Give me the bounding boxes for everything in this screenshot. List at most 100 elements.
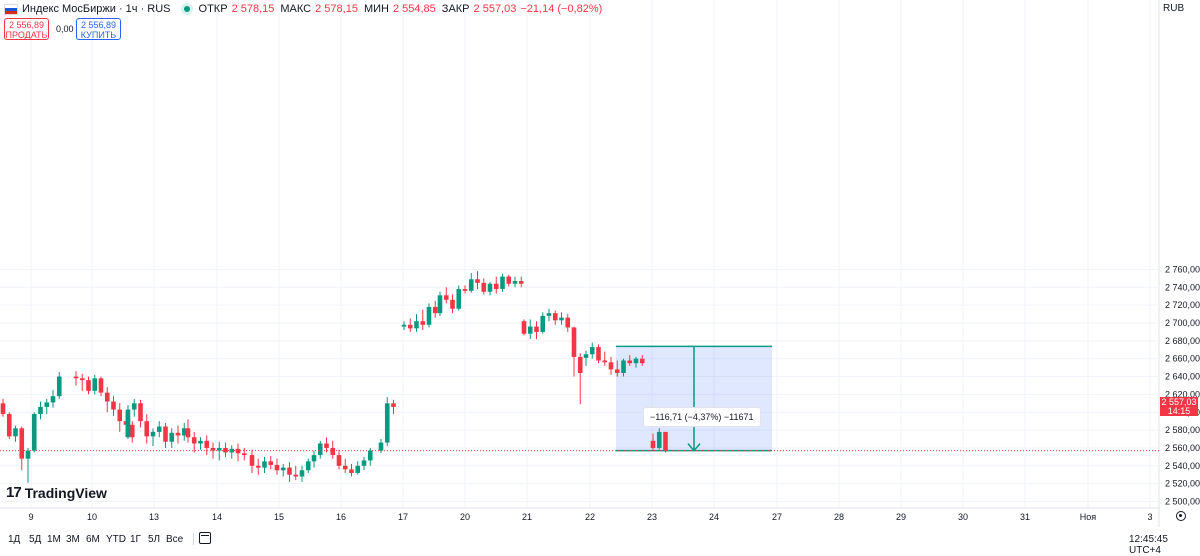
candle-body [426, 306, 432, 325]
calendar-icon[interactable] [199, 532, 211, 544]
candle-body [639, 358, 645, 364]
candle-body [6, 414, 12, 437]
candle-body [131, 403, 137, 410]
candle-body [534, 326, 539, 332]
candle-body [311, 455, 317, 462]
candle-body [540, 315, 546, 332]
close-value: 2 557,03 [473, 3, 517, 15]
settings-icon[interactable] [1176, 511, 1186, 521]
time-tick-label: 16 [336, 512, 346, 522]
candle-body [50, 396, 56, 403]
tf-1y[interactable]: 1Г [130, 534, 141, 545]
candle-body [487, 283, 493, 292]
tf-1d[interactable]: 1Д [8, 534, 21, 545]
candle-body [481, 282, 487, 292]
candle-body [13, 428, 18, 437]
tradingview-icon: 17 [6, 484, 22, 501]
candle-body [468, 279, 474, 291]
price-tick-label: 2 660,00 [1165, 354, 1200, 364]
last-price-tag: 2 557,03 14:15 [1160, 397, 1198, 416]
price-tick-label: 2 640,00 [1165, 372, 1200, 382]
market-status-icon[interactable] [180, 3, 193, 15]
time-tick-label: 9 [28, 512, 33, 522]
price-tick-label: 2 520,00 [1165, 479, 1200, 489]
candle-body [443, 295, 449, 300]
candle-body [663, 431, 668, 451]
candle-body [210, 447, 216, 451]
candle-body [583, 354, 589, 358]
symbol-title[interactable]: Индекс МосБиржи · 1ч · RUS [22, 3, 171, 15]
candle-body [367, 450, 373, 461]
candle-body [280, 467, 286, 471]
clock[interactable]: 12:45:45 UTC+4 [1129, 534, 1168, 556]
candle-body [150, 431, 156, 437]
tf-all[interactable]: Все [166, 534, 184, 545]
candle-body [552, 313, 558, 321]
candle-body [621, 360, 626, 373]
high-label: МАКС [280, 3, 312, 15]
price-tick-label: 2 620,00 [1165, 389, 1200, 399]
price-tick-label: 2 680,00 [1165, 336, 1200, 346]
candle-body [129, 424, 135, 438]
candle-body [56, 376, 62, 397]
tf-3m[interactable]: 3М [66, 534, 80, 545]
candle-body [262, 461, 267, 468]
candle-body [336, 455, 342, 466]
time-tick-label: 28 [834, 512, 844, 522]
candle-body [420, 321, 426, 325]
time-tick-label: 24 [709, 512, 719, 522]
high-value: 2 578,15 [315, 3, 358, 15]
candle-body [378, 442, 384, 451]
toolbar-divider [193, 533, 194, 545]
candle-body [185, 428, 191, 438]
candle-body [117, 409, 123, 422]
tf-ytd[interactable]: YTD [106, 534, 126, 545]
candle-body [500, 276, 505, 290]
candle-body [144, 421, 150, 437]
candle-body [169, 432, 175, 442]
tf-1m[interactable]: 1М [47, 534, 61, 545]
candle-body [25, 450, 31, 459]
candle-body [181, 428, 187, 436]
russia-flag-icon [4, 3, 18, 15]
tradingview-logo[interactable]: 17 TradingView [6, 484, 107, 501]
tf-5d[interactable]: 5Д [29, 534, 42, 545]
candle-body [138, 403, 143, 422]
candle-body [407, 324, 413, 329]
open-label: ОТКР [198, 3, 228, 15]
tf-5y[interactable]: 5Л [148, 534, 161, 545]
candle-body [577, 356, 583, 373]
currency-selector[interactable]: RUB [1163, 3, 1185, 14]
candle-body [92, 378, 98, 391]
candle-body [287, 467, 292, 475]
candle-body [633, 358, 639, 364]
last-price-value: 2 557,03 [1161, 397, 1197, 407]
low-label: МИН [363, 3, 389, 15]
candle-body [255, 465, 261, 468]
time-tick-label: 17 [398, 512, 408, 522]
candle-body [44, 402, 50, 407]
sell-button[interactable]: 2 556,89 ПРОДАТЬ [4, 18, 49, 40]
candle-body [330, 447, 336, 456]
candle-body [98, 378, 104, 393]
candle-body [349, 469, 354, 473]
bottom-toolbar: 1Д 5Д 1М 3М 6М YTD 1Г 5Л Все 12:45:45 UT… [0, 527, 1200, 556]
candle-body [111, 401, 116, 410]
buy-button[interactable]: 2 556,89 КУПИТЬ [76, 18, 121, 40]
legend-header: Индекс МосБиржи · 1ч · RUS ОТКР 2 578,15 … [4, 2, 602, 16]
candle-body [518, 281, 524, 284]
time-tick-label: 20 [460, 512, 470, 522]
tf-6m[interactable]: 6М [86, 534, 100, 545]
candle-body [175, 432, 181, 436]
candle-body [216, 447, 222, 451]
candle-body [650, 440, 656, 448]
candle-body [299, 470, 305, 477]
candle-body [0, 403, 6, 415]
candle-body [317, 443, 323, 456]
candle-body [163, 426, 168, 442]
sell-label: ПРОДАТЬ [5, 30, 48, 40]
candle-body [506, 276, 512, 284]
time-tick-label: 29 [896, 512, 906, 522]
candle-body [191, 437, 197, 444]
